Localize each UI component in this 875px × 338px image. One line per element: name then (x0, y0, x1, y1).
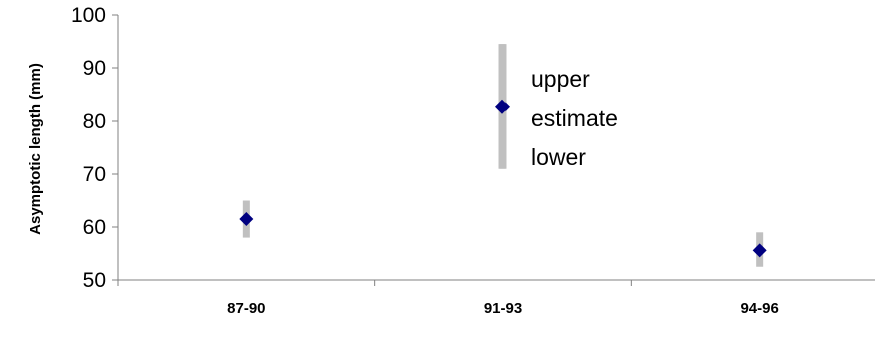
legend-estimate-label: estimate (531, 105, 618, 131)
x-tick-label: 91-93 (484, 300, 522, 317)
y-tick-label: 90 (83, 57, 106, 80)
tick-labels: 50 60 70 80 90 100 87-90 91-93 94-96 (71, 4, 779, 317)
legend-lower-label: lower (531, 144, 586, 170)
y-tick-label: 100 (71, 4, 106, 27)
axes (112, 14, 875, 286)
y-tick-label: 70 (83, 163, 106, 186)
legend-estimate-marker (495, 99, 509, 114)
x-tick-label: 87-90 (227, 300, 265, 317)
y-axis-label: Asymptotic length (mm) (27, 63, 44, 235)
y-tick-label: 80 (83, 110, 106, 133)
legend: upper estimate lower (495, 44, 618, 170)
x-tick-label: 94-96 (740, 300, 778, 317)
y-tick-label: 60 (83, 216, 106, 239)
y-tick-label: 50 (83, 269, 106, 292)
legend-upper-label: upper (531, 66, 590, 92)
estimate-point (752, 243, 767, 258)
estimate-point (239, 212, 254, 227)
